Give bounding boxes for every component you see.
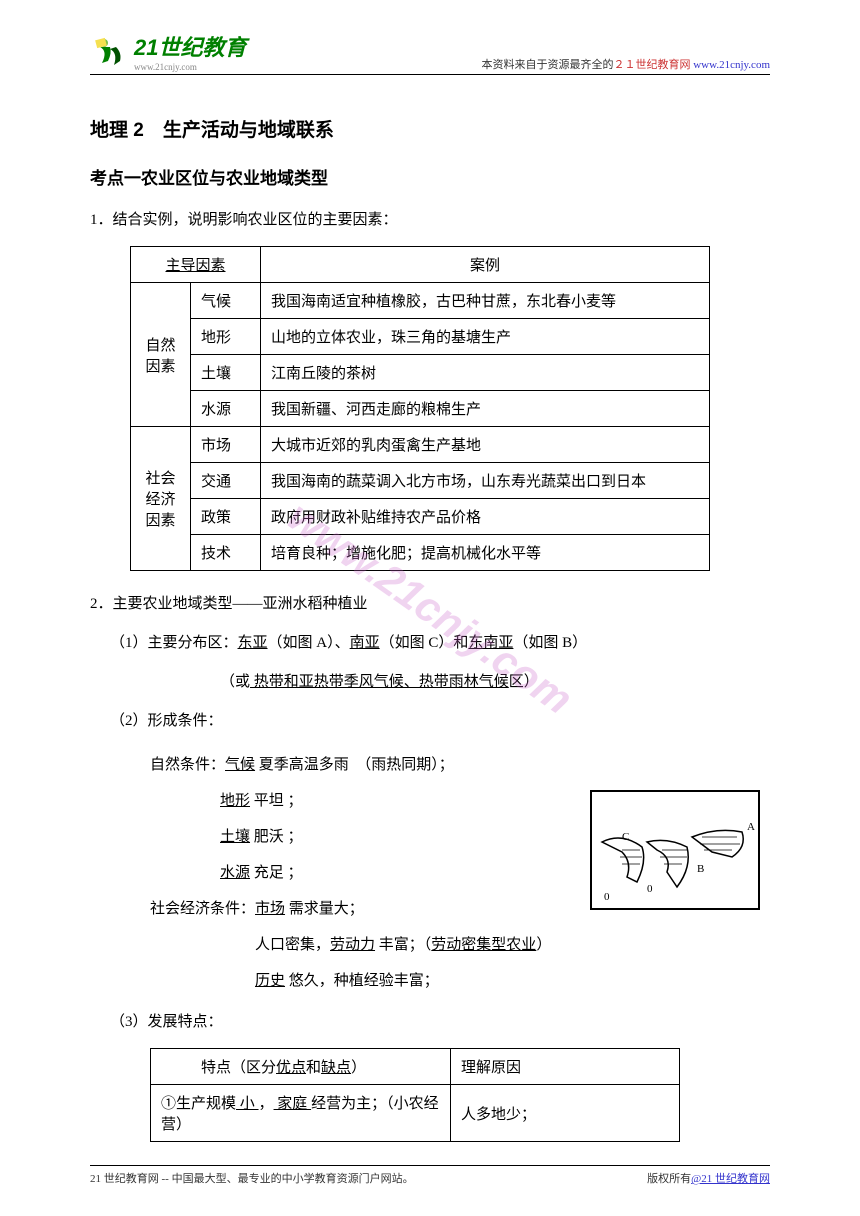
cell-factor: 政策 — [191, 499, 261, 535]
distribution-alt: （或 热带和亚热带季风气候、热带雨林气候区） — [90, 669, 770, 696]
cell-case: 山地的立体农业，珠三角的基塘生产 — [261, 319, 710, 355]
cell-feature: ①生产规模 小 ， 家庭 经营为主；（小农经营） — [151, 1085, 451, 1142]
header-link[interactable]: www.21cnjy.com — [693, 59, 770, 71]
cell-case: 我国海南的蔬菜调入北方市场，山东寿光蔬菜出口到日本 — [261, 463, 710, 499]
footer-left: 21 世纪教育网 -- 中国最大型、最专业的中小学教育资源门户网站。 — [90, 1170, 414, 1186]
cell-case: 政府用财政补贴维持农产品价格 — [261, 499, 710, 535]
asia-map: A B C 0 0 — [590, 790, 760, 910]
header-attribution: 本资料来自于资源最齐全的２１世纪教育网 www.21cnjy.com — [481, 56, 770, 72]
svg-text:B: B — [697, 863, 704, 875]
page-footer: 21 世纪教育网 -- 中国最大型、最专业的中小学教育资源门户网站。 版权所有@… — [90, 1165, 770, 1186]
cell-case: 培育良种；增施化肥；提高机械化水平等 — [261, 535, 710, 571]
cell-factor: 市场 — [191, 427, 261, 463]
factors-table: 主导因素 案例 自然因素 气候 我国海南适宜种植橡胶，古巴种甘蔗，东北春小麦等 … — [130, 246, 710, 571]
logo-text: 21世纪教育 — [134, 35, 246, 60]
features-table: 特点（区分优点和缺点） 理解原因 ①生产规模 小 ， 家庭 经营为主；（小农经营… — [150, 1048, 680, 1142]
page-header: 21世纪教育 www.21cnjy.com 本资料来自于资源最齐全的２１世纪教育… — [90, 30, 770, 75]
title-main: 地理 2 生产活动与地域联系 — [90, 115, 770, 142]
cell-case: 江南丘陵的茶树 — [261, 355, 710, 391]
distribution: （1）主要分布区：东亚（如图 A）、南亚（如图 C）和东南亚（如图 B） — [90, 630, 770, 657]
soc-labor: 人口密集，劳动力 丰富；（劳动密集型农业） — [90, 927, 770, 963]
th-reason: 理解原因 — [451, 1049, 680, 1085]
natural-conditions: 自然条件：气候 夏季高温多雨 （雨热同期）； — [90, 747, 770, 783]
svg-text:A: A — [747, 821, 755, 833]
title-sub: 考点一农业区位与农业地域类型 — [90, 164, 770, 189]
cell-case: 我国新疆、河西走廊的粮棉生产 — [261, 391, 710, 427]
cell-factor: 土壤 — [191, 355, 261, 391]
th-factor: 主导因素 — [131, 247, 261, 283]
cell-social: 社会经济因素 — [131, 427, 191, 571]
soc-history: 历史 悠久，种植经验丰富； — [90, 963, 770, 999]
logo-url: www.21cnjy.com — [134, 62, 246, 72]
svg-text:0: 0 — [604, 891, 610, 903]
cell-reason: 人多地少； — [451, 1085, 680, 1142]
footer-right: 版权所有@21 世纪教育网 — [647, 1170, 770, 1186]
cell-factor: 气候 — [191, 283, 261, 319]
header-prefix: 本资料来自于资源最齐全的 — [481, 59, 613, 71]
footer-link[interactable]: @21 世纪教育网 — [691, 1173, 770, 1185]
cell-case: 大城市近郊的乳肉蛋禽生产基地 — [261, 427, 710, 463]
features-heading: （3）发展特点： — [90, 1009, 770, 1036]
conditions-heading: （2）形成条件： — [90, 708, 770, 735]
section2-heading: 2．主要农业地域类型——亚洲水稻种植业 — [90, 591, 770, 618]
svg-text:0: 0 — [647, 883, 653, 895]
cell-factor: 交通 — [191, 463, 261, 499]
th-case: 案例 — [261, 247, 710, 283]
cell-factor: 地形 — [191, 319, 261, 355]
cell-factor: 水源 — [191, 391, 261, 427]
logo: 21世纪教育 www.21cnjy.com — [90, 30, 246, 72]
th-feature: 特点（区分优点和缺点） — [151, 1049, 451, 1085]
cell-case: 我国海南适宜种植橡胶，古巴种甘蔗，东北春小麦等 — [261, 283, 710, 319]
svg-text:C: C — [622, 831, 629, 843]
para-1: 1．结合实例，说明影响农业区位的主要因素： — [90, 207, 770, 234]
cell-natural: 自然因素 — [131, 283, 191, 427]
cell-factor: 技术 — [191, 535, 261, 571]
logo-icon — [90, 31, 130, 71]
header-red: ２１世纪教育网 — [613, 59, 690, 71]
